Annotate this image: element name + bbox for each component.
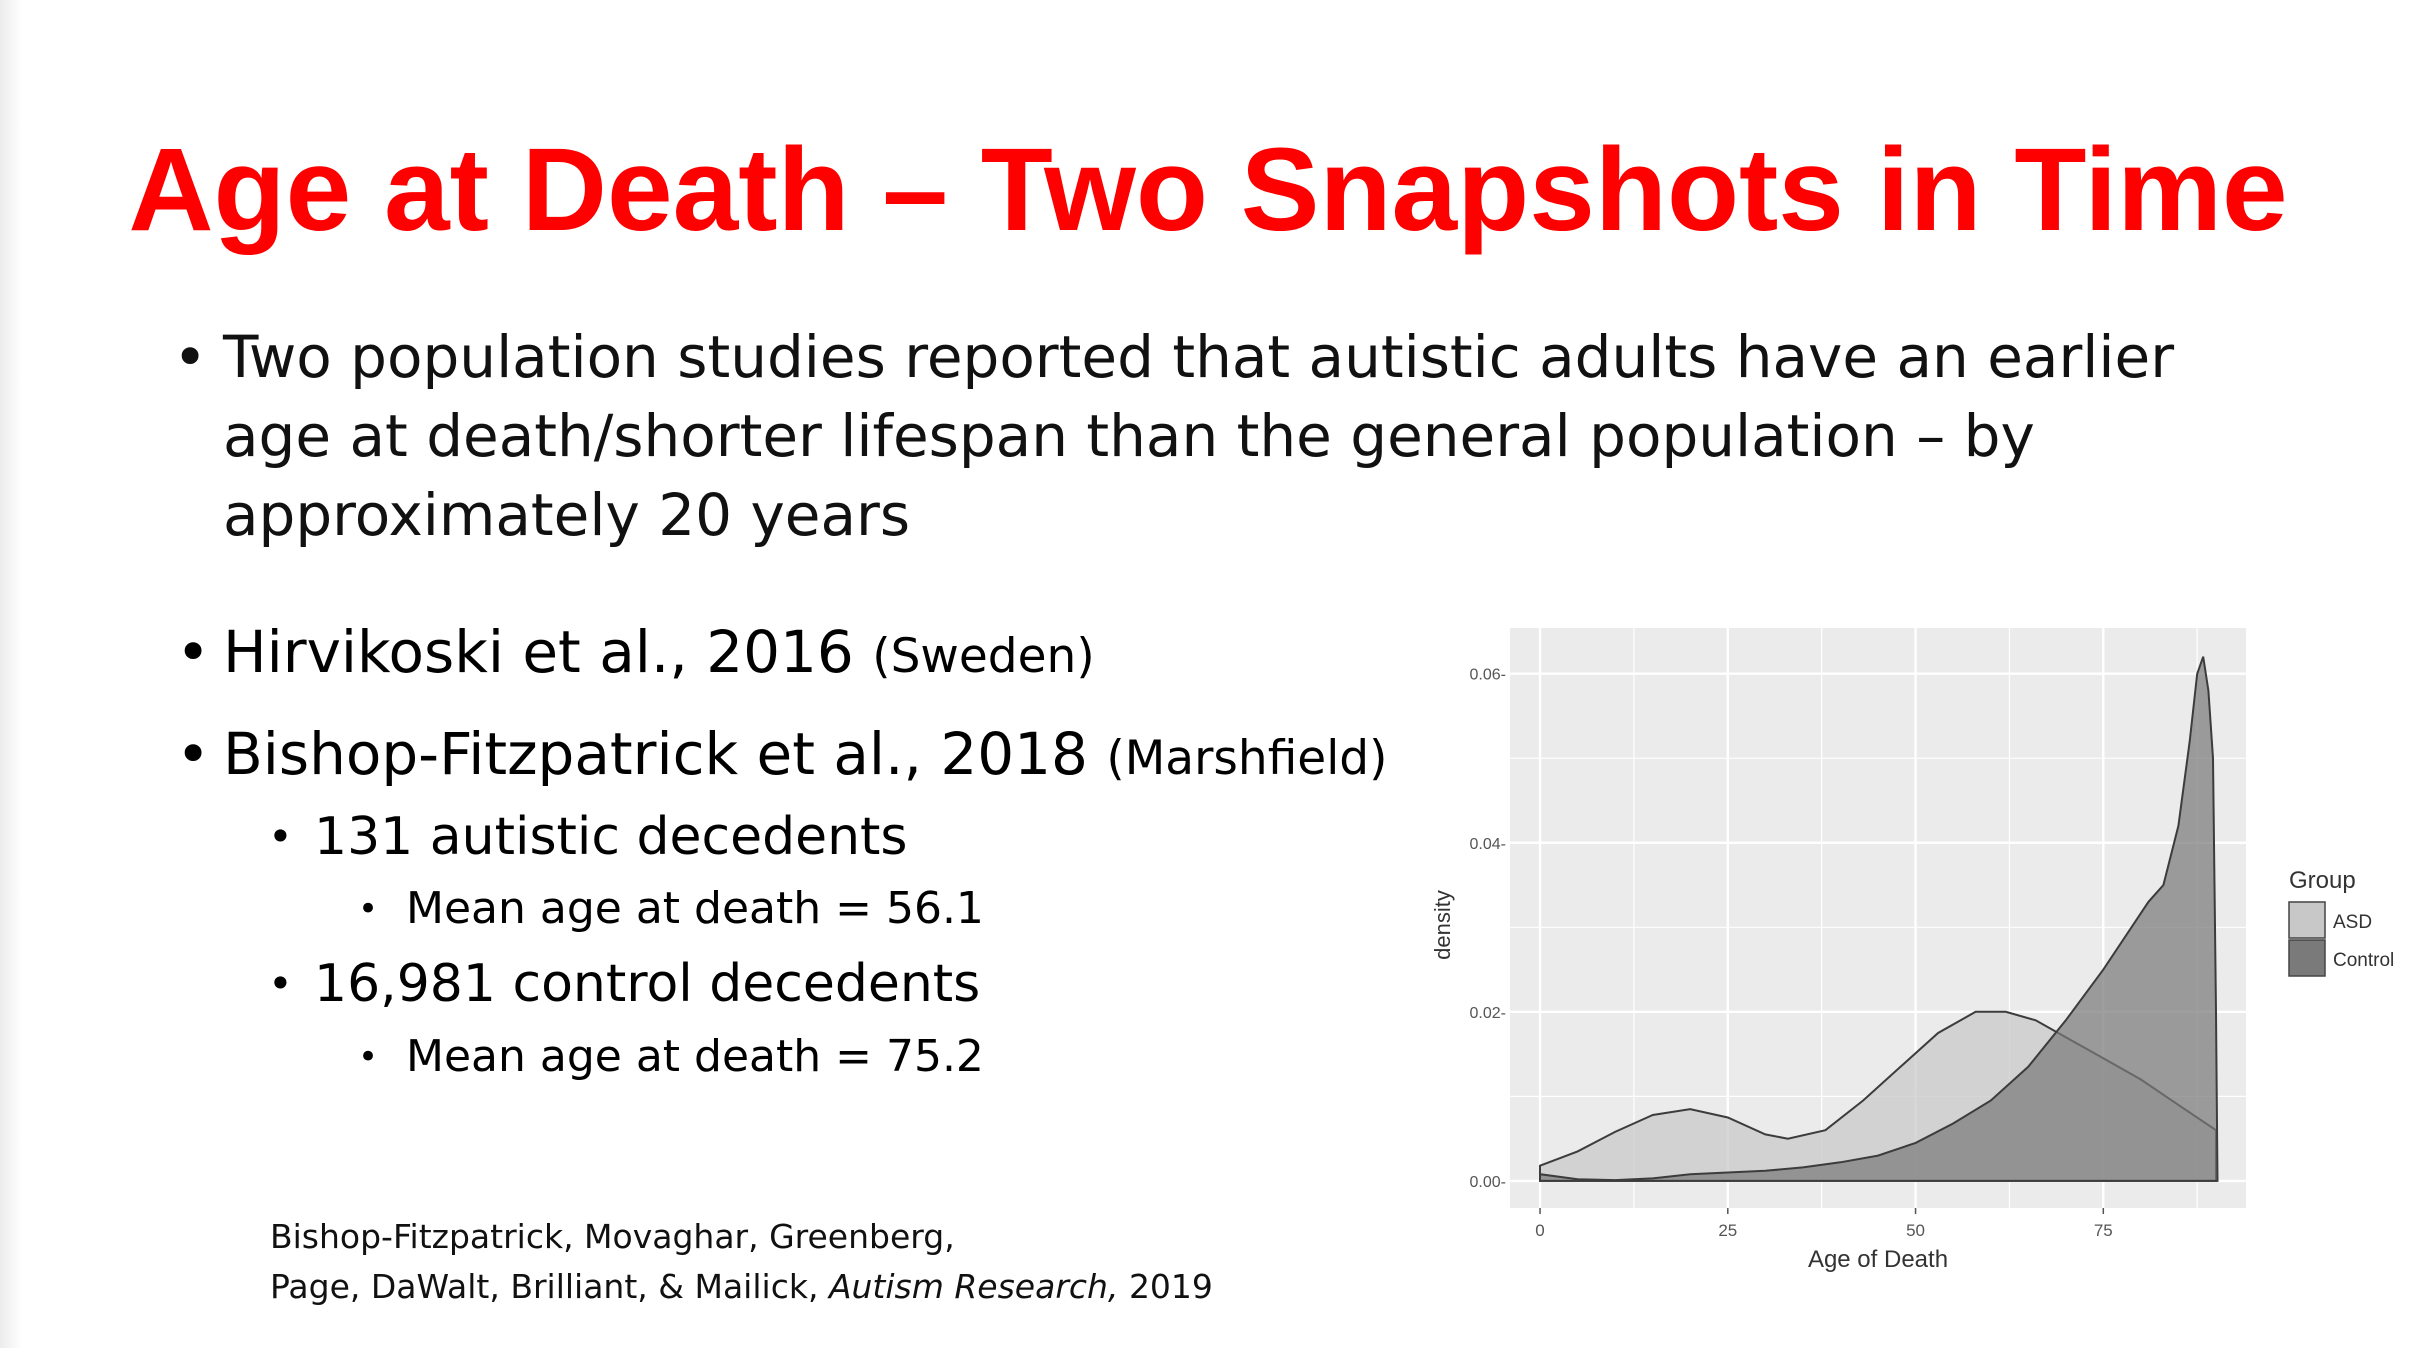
chart-density-areas xyxy=(1539,656,2219,1182)
study-bishop-text: Bishop-Fitzpatrick et al., 2018 xyxy=(223,720,1088,788)
bullet-dot: • xyxy=(268,959,293,1008)
slide-edge-shadow xyxy=(0,0,22,1348)
study-hirvikoski-note: (Sweden) xyxy=(872,629,1095,684)
citation: Bishop-Fitzpatrick, Movaghar, Greenberg,… xyxy=(270,1212,1213,1312)
x-tick-label: 25 xyxy=(1718,1221,1737,1240)
x-tick-label: 0 xyxy=(1535,1221,1544,1240)
bullet-dot: • xyxy=(176,720,211,788)
y-tick-label: 0.02- xyxy=(1470,1005,1506,1022)
citation-line-1: Bishop-Fitzpatrick, Movaghar, Greenberg, xyxy=(270,1217,955,1256)
legend-label-asd: ASD xyxy=(2333,912,2372,933)
citation-year: 2019 xyxy=(1128,1267,1213,1306)
control-mean-age-text: Mean age at death = 75.2 xyxy=(406,1031,984,1082)
autistic-decedents-text: 131 autistic decedents xyxy=(314,807,908,867)
y-tick-label: 0.04- xyxy=(1470,836,1506,853)
chart-x-axis: 0 25 50 75 xyxy=(1535,1208,2113,1240)
legend-title: Group xyxy=(2289,867,2356,894)
study-bishop-note: (Marshfield) xyxy=(1106,731,1388,786)
citation-line-2: Page, DaWalt, Brilliant, & Mailick, Auti… xyxy=(270,1262,1213,1312)
chart-y-axis: 0.00- 0.02- 0.04- 0.06- xyxy=(1470,667,1506,1191)
slide-title: Age at Death – Two Snapshots in Time xyxy=(128,124,2288,256)
y-tick-label: 0.06- xyxy=(1470,667,1506,684)
study-hirvikoski-text: Hirvikoski et al., 2016 xyxy=(223,618,854,686)
legend-label-control: Control xyxy=(2333,950,2394,971)
x-tick-label: 75 xyxy=(2094,1221,2113,1240)
bullet-dot: • xyxy=(358,889,379,929)
autistic-mean-age-text: Mean age at death = 56.1 xyxy=(406,883,984,934)
density-chart: 0.00- 0.02- 0.04- 0.06- 0 25 50 75 density Age… xyxy=(1430,628,2394,1273)
citation-journal: Autism Research, xyxy=(828,1267,1119,1306)
bullet-dot: • xyxy=(268,812,293,861)
legend-swatch-control xyxy=(2288,939,2326,977)
bullet-dot: • xyxy=(176,618,211,686)
chart-legend: Group ASD Control xyxy=(2288,867,2394,977)
citation-authors: Page, DaWalt, Brilliant, & Mailick, xyxy=(270,1267,819,1306)
control-decedents-text: 16,981 control decedents xyxy=(314,954,981,1014)
bullet-dot: • xyxy=(358,1037,379,1077)
y-axis-label: density xyxy=(1430,890,1455,960)
bullet-dot: • xyxy=(173,323,208,391)
x-tick-label: 50 xyxy=(1906,1221,1925,1240)
x-axis-label: Age of Death xyxy=(1808,1246,1948,1273)
density-area-control xyxy=(1539,656,2219,1182)
y-tick-label: 0.00- xyxy=(1470,1174,1506,1191)
legend-swatch-asd xyxy=(2288,901,2326,939)
bullet-intro-text: Two population studies reported that aut… xyxy=(223,323,2175,549)
